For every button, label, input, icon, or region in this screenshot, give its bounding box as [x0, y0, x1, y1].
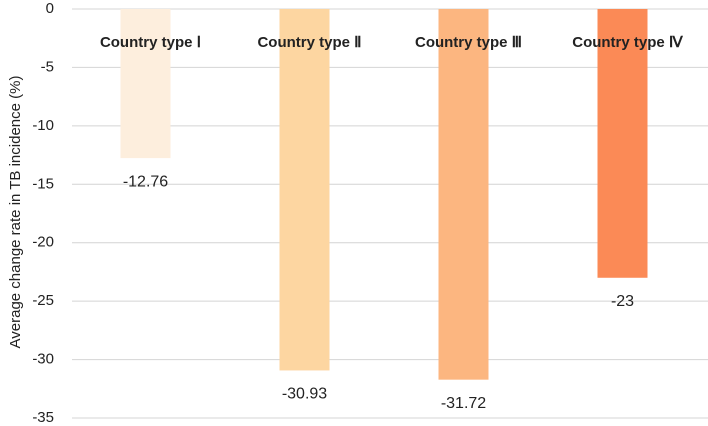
bar [438, 9, 489, 380]
value-label: -30.93 [282, 386, 327, 403]
y-tick-label: -20 [32, 234, 54, 251]
y-tick-label: -25 [32, 292, 54, 309]
bar [597, 9, 648, 278]
category-label: Country type Ⅱ [257, 34, 361, 51]
y-tick-label: -35 [32, 409, 54, 426]
value-label: -12.76 [123, 173, 168, 190]
category-label: Country type Ⅳ [572, 34, 684, 51]
category-label: Country type Ⅲ [415, 34, 522, 51]
y-tick-label: -15 [32, 175, 54, 192]
y-axis-label: Average change rate in TB incidence (%) [7, 76, 24, 349]
value-label: -31.72 [441, 395, 486, 412]
value-label: -23 [611, 293, 634, 310]
y-tick-label: -5 [41, 58, 54, 75]
category-label: Country type Ⅰ [100, 34, 201, 51]
y-tick-label: -30 [32, 351, 54, 368]
y-tick-label: 0 [46, 0, 54, 17]
y-tick-label: -10 [32, 117, 54, 134]
bar [120, 9, 171, 159]
bar [279, 9, 330, 371]
